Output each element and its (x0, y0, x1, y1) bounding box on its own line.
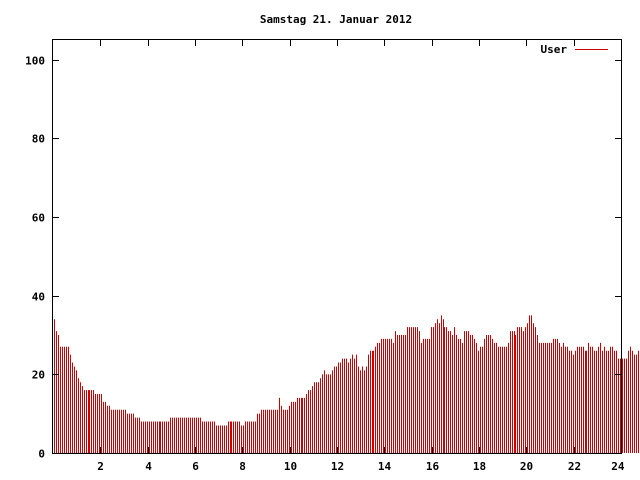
x-tick-label: 4 (145, 460, 152, 473)
x-axis: 2 4 6 8 10 12 14 16 18 20 22 24 (97, 40, 625, 473)
x-tick-label: 8 (239, 460, 246, 473)
legend: User (541, 43, 608, 56)
y-tick-label: 100 (25, 55, 45, 68)
y-tick-label: 0 (38, 448, 45, 461)
legend-label-user: User (541, 43, 568, 56)
x-tick-label: 12 (331, 460, 344, 473)
x-tick-label: 10 (284, 460, 297, 473)
x-tick-label: 2 (97, 460, 104, 473)
y-tick-label: 60 (32, 212, 45, 225)
x-tick-label: 16 (426, 460, 440, 473)
plot-frame (52, 39, 622, 454)
y-tick-label: 40 (32, 291, 45, 304)
chart-title: Samstag 21. Januar 2012 (260, 13, 412, 26)
x-tick-label: 18 (473, 460, 486, 473)
x-tick-label: 14 (378, 460, 392, 473)
y-axis: 0 20 40 60 80 100 (25, 55, 621, 461)
y-tick-label: 20 (32, 369, 45, 382)
bar-series-user (54, 315, 639, 453)
x-tick-label: 22 (568, 460, 581, 473)
x-tick-label: 24 (611, 460, 625, 473)
x-tick-label: 6 (192, 460, 199, 473)
x-tick-label: 20 (520, 460, 533, 473)
y-tick-label: 80 (32, 133, 45, 146)
